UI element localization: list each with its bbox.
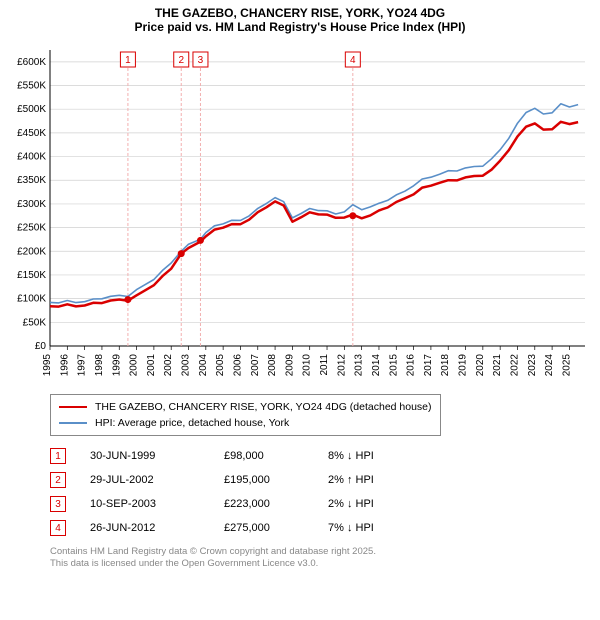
page-subtitle: Price paid vs. HM Land Registry's House … [10,20,590,34]
event-price: £275,000 [224,522,304,534]
svg-text:2006: 2006 [232,354,243,377]
svg-text:2021: 2021 [492,354,503,377]
svg-text:1999: 1999 [111,354,122,377]
svg-text:2015: 2015 [388,354,399,377]
svg-text:2016: 2016 [406,354,417,377]
svg-text:2014: 2014 [371,354,382,377]
svg-text:£200K: £200K [17,246,46,257]
svg-text:2000: 2000 [129,354,140,377]
event-diff: 8% ↓ HPI [328,450,408,462]
legend-item: THE GAZEBO, CHANCERY RISE, YORK, YO24 4D… [59,399,432,415]
svg-text:£250K: £250K [17,223,46,234]
svg-text:£150K: £150K [17,270,46,281]
event-diff: 7% ↓ HPI [328,522,408,534]
svg-text:£300K: £300K [17,199,46,210]
svg-text:1998: 1998 [94,354,105,377]
event-row: 3 10-SEP-2003 £223,000 2% ↓ HPI [50,492,590,516]
svg-text:3: 3 [198,55,204,66]
event-number-box: 1 [50,448,66,464]
svg-text:£400K: £400K [17,152,46,163]
svg-text:1997: 1997 [77,354,88,377]
svg-text:£50K: £50K [23,317,47,328]
svg-text:£100K: £100K [17,294,46,305]
svg-text:2011: 2011 [319,354,330,376]
svg-text:2002: 2002 [163,354,174,377]
svg-text:1: 1 [125,55,131,66]
license-line: This data is licensed under the Open Gov… [50,558,590,570]
svg-text:2013: 2013 [354,354,365,377]
event-row: 2 29-JUL-2002 £195,000 2% ↑ HPI [50,468,590,492]
svg-text:1995: 1995 [42,354,53,377]
svg-text:2025: 2025 [561,354,572,377]
event-diff: 2% ↓ HPI [328,498,408,510]
legend-label: THE GAZEBO, CHANCERY RISE, YORK, YO24 4D… [95,401,432,413]
svg-text:2017: 2017 [423,354,434,377]
event-diff: 2% ↑ HPI [328,474,408,486]
svg-text:2005: 2005 [215,354,226,377]
svg-text:4: 4 [350,55,356,66]
svg-text:2007: 2007 [250,354,261,377]
event-table: 1 30-JUN-1999 £98,000 8% ↓ HPI 2 29-JUL-2002 £… [50,444,590,540]
svg-text:2004: 2004 [198,354,209,377]
svg-text:2010: 2010 [302,354,313,377]
event-price: £98,000 [224,450,304,462]
price-chart: £0 £50K £100K £150K £200K £250K £300K £350K £400… [10,38,590,388]
svg-text:£0: £0 [35,341,47,352]
event-date: 30-JUN-1999 [90,450,200,462]
chart-container: THE GAZEBO, CHANCERY RISE, YORK, YO24 4D… [0,0,600,574]
svg-text:2009: 2009 [284,354,295,377]
chart-legend: THE GAZEBO, CHANCERY RISE, YORK, YO24 4D… [50,394,441,436]
license-line: Contains HM Land Registry data © Crown c… [50,546,590,558]
svg-text:2020: 2020 [475,354,486,377]
svg-text:2012: 2012 [336,354,347,377]
event-price: £195,000 [224,474,304,486]
svg-text:£450K: £450K [17,128,46,139]
event-row: 1 30-JUN-1999 £98,000 8% ↓ HPI [50,444,590,468]
svg-text:2003: 2003 [181,354,192,377]
svg-text:2019: 2019 [458,354,469,377]
chart-svg: £0 £50K £100K £150K £200K £250K £300K £350K £400… [10,38,590,388]
event-price: £223,000 [224,498,304,510]
svg-text:£600K: £600K [17,57,46,68]
event-number-box: 2 [50,472,66,488]
svg-text:2023: 2023 [527,354,538,377]
event-date: 29-JUL-2002 [90,474,200,486]
svg-text:1996: 1996 [59,354,70,377]
legend-item: HPI: Average price, detached house, York [59,415,432,431]
svg-text:2008: 2008 [267,354,278,377]
license-text: Contains HM Land Registry data © Crown c… [50,546,590,570]
svg-text:£550K: £550K [17,81,46,92]
svg-text:£350K: £350K [17,175,46,186]
svg-text:£500K: £500K [17,104,46,115]
svg-text:2022: 2022 [509,354,520,377]
event-row: 4 26-JUN-2012 £275,000 7% ↓ HPI [50,516,590,540]
svg-text:2001: 2001 [146,354,157,377]
event-number-box: 3 [50,496,66,512]
event-date: 10-SEP-2003 [90,498,200,510]
event-number-box: 4 [50,520,66,536]
svg-text:2024: 2024 [544,354,555,377]
page-title: THE GAZEBO, CHANCERY RISE, YORK, YO24 4D… [10,6,590,20]
svg-text:2: 2 [178,55,184,66]
legend-swatch [59,422,87,424]
legend-label: HPI: Average price, detached house, York [95,417,289,429]
legend-swatch [59,406,87,409]
svg-text:2018: 2018 [440,354,451,377]
event-date: 26-JUN-2012 [90,522,200,534]
